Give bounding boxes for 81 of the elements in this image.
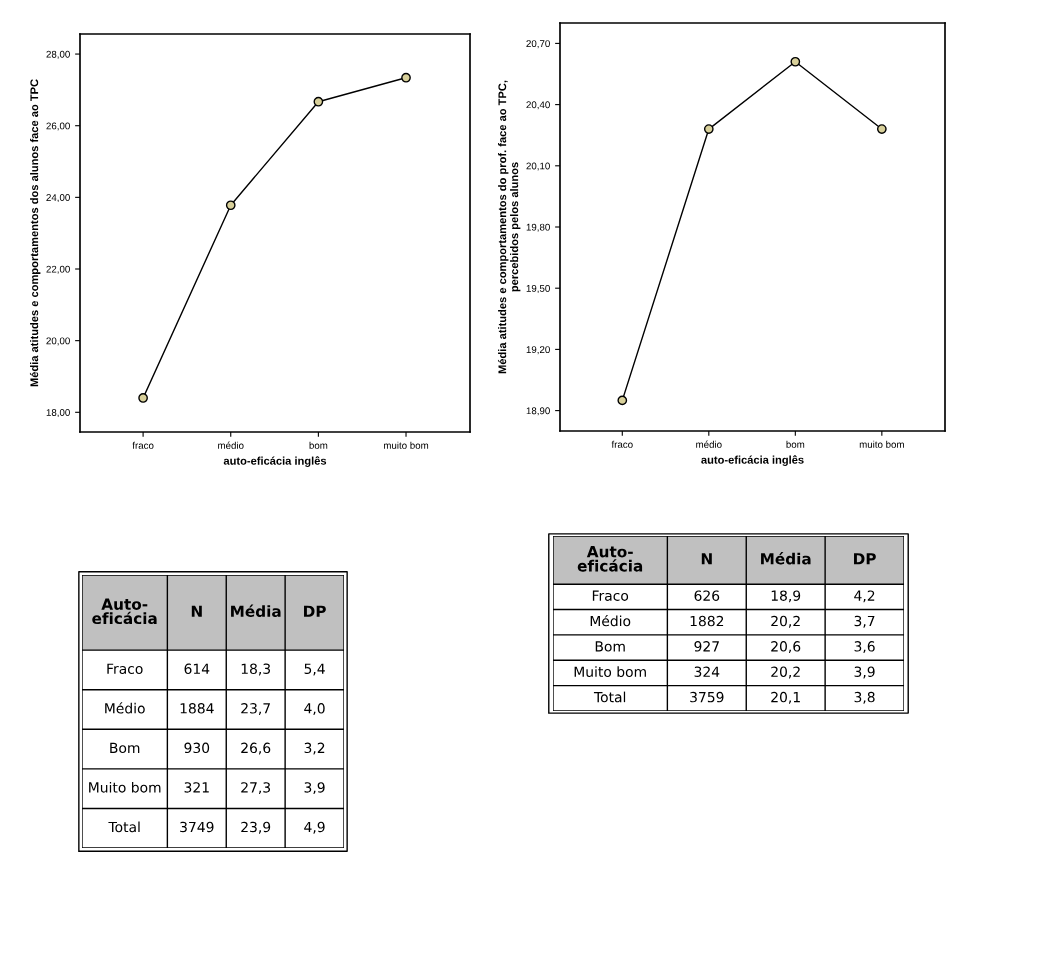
category-label: Bom <box>595 641 625 652</box>
x-tick-label: fraco <box>132 441 154 449</box>
x-tick-label: médio <box>696 440 722 448</box>
text: 20,1 <box>771 691 800 704</box>
text: 3759 <box>690 691 724 703</box>
category-label: Média <box>761 552 811 565</box>
text: 23,9 <box>241 821 271 834</box>
text: 324 <box>694 666 720 677</box>
text: 18,3 <box>241 663 271 676</box>
x-tick-label: fraco <box>611 440 633 448</box>
x-tick-label: muito bom <box>383 441 429 449</box>
category-label: Total <box>593 691 626 703</box>
category-label: N <box>701 553 712 565</box>
y-tick-label: 20,40 <box>526 101 550 110</box>
text: 20,2 <box>771 615 800 628</box>
y-tick-label: 24,00 <box>46 194 70 203</box>
text: 3,2 <box>304 742 325 755</box>
y-tick-label: 18,90 <box>526 407 550 416</box>
category-label: Bom <box>110 742 140 754</box>
y-tick-label: 26,00 <box>46 122 70 131</box>
y-tick-label: 22,00 <box>46 265 70 274</box>
category-label: Fraco <box>592 590 629 601</box>
text: 26,6 <box>241 742 271 755</box>
y-tick-label: 18,00 <box>46 409 70 418</box>
x-axis-title: auto-eficácia inglês <box>701 455 804 466</box>
y-tick-label: 19,50 <box>526 284 550 293</box>
category-label: Muito bom <box>574 666 646 677</box>
category-label: DP <box>854 553 876 565</box>
text: 3,9 <box>304 782 325 795</box>
text: 614 <box>184 663 210 674</box>
category-label: DP <box>304 605 326 617</box>
y-tick-label: 19,20 <box>526 346 550 355</box>
category-label: Fraco <box>107 663 143 674</box>
text: 3,6 <box>854 641 875 654</box>
category-label: Auto- eficácia <box>577 546 643 572</box>
category-label: Média <box>231 604 281 618</box>
y-tick-label: 20,70 <box>526 40 550 49</box>
text: 18,9 <box>771 590 801 603</box>
text: 3,7 <box>854 615 875 628</box>
y-tick-label: 28,00 <box>46 50 70 59</box>
point <box>225 200 236 211</box>
category-label: Médio <box>105 702 145 714</box>
x-tick-label: bom <box>786 440 805 448</box>
text: 930 <box>184 742 210 754</box>
category-label: Muito bom <box>89 781 161 793</box>
category-label: Total <box>108 821 140 833</box>
text: 3,9 <box>854 666 875 679</box>
text: 3,8 <box>854 691 875 704</box>
y-tick-label: 19,80 <box>526 223 550 232</box>
category-label: Médio <box>590 614 631 627</box>
y-axis-title: Média atitudes e comportamentos do prof. face ao TPC, percebidos pelos alunos <box>497 80 521 374</box>
text: 1882 <box>690 615 724 627</box>
y-tick-label: 20,00 <box>46 337 70 346</box>
text: 626 <box>694 590 720 601</box>
text: 4,9 <box>304 821 325 834</box>
text: 927 <box>694 641 719 652</box>
text: 321 <box>184 782 209 793</box>
point <box>617 395 628 406</box>
text: 4,0 <box>304 703 325 715</box>
y-axis-title: Média atitudes e comportamentos dos alunos face ao TPC <box>29 79 41 387</box>
point <box>313 96 324 107</box>
text: 3749 <box>180 821 214 833</box>
x-tick-label: muito bom <box>859 440 904 448</box>
text: 20,6 <box>771 641 801 654</box>
text: 27,3 <box>241 782 271 795</box>
y-tick-label: 20,10 <box>526 162 550 171</box>
point <box>790 56 801 67</box>
x-tick-label: bom <box>309 441 328 449</box>
point <box>138 393 148 403</box>
point <box>703 124 714 134</box>
point <box>401 72 411 83</box>
text: 20,2 <box>771 666 800 679</box>
point <box>876 124 887 134</box>
category-label: N <box>191 605 202 617</box>
text: 1884 <box>180 703 214 714</box>
x-axis-title: auto-eficácia inglês <box>223 456 327 467</box>
text: 5,4 <box>304 663 325 676</box>
category-label: Auto- eficácia <box>92 598 157 625</box>
x-tick-label: médio <box>218 441 244 449</box>
text: 4,2 <box>854 590 875 603</box>
text: 23,7 <box>241 703 270 715</box>
